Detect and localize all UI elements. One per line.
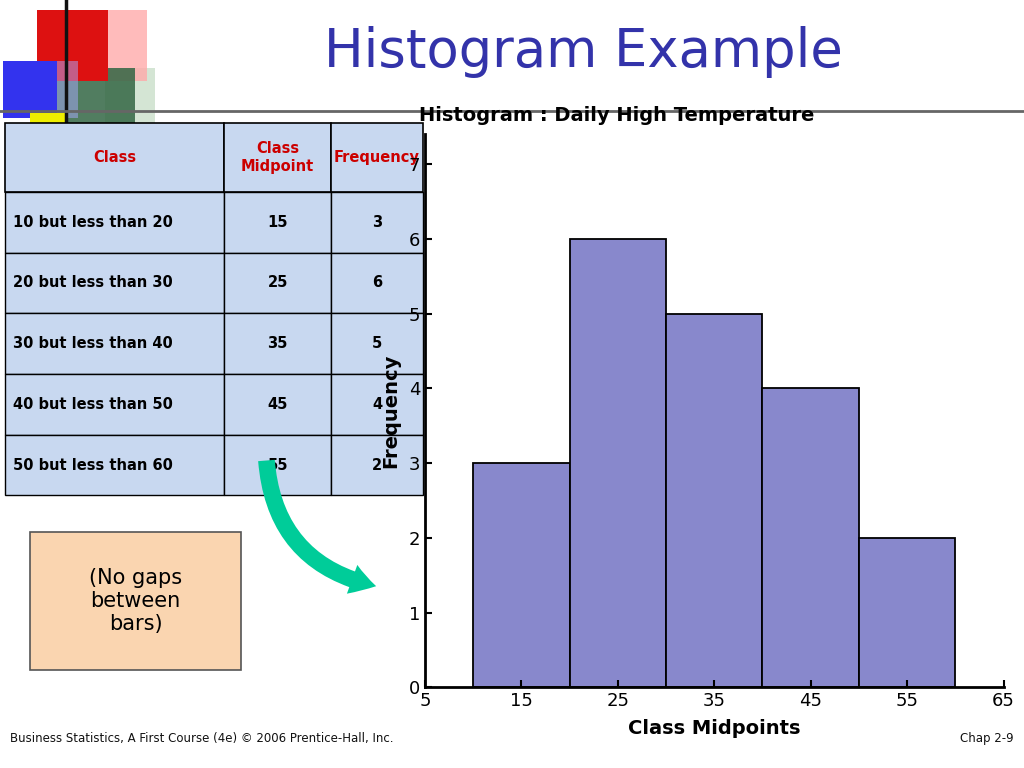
FancyBboxPatch shape [31, 113, 68, 161]
Text: 50 but less than 60: 50 but less than 60 [13, 458, 173, 472]
Text: 6: 6 [372, 276, 382, 290]
X-axis label: Class Midpoints: Class Midpoints [628, 719, 801, 737]
Bar [331, 123, 423, 192]
Bar [224, 253, 331, 313]
Text: 20 but less than 30: 20 but less than 30 [13, 276, 173, 290]
Bar [5, 192, 224, 253]
Bar [331, 435, 423, 495]
Bar [224, 313, 331, 374]
FancyBboxPatch shape [104, 68, 156, 125]
Bar [5, 123, 224, 192]
Bar [5, 313, 224, 374]
Bar [331, 374, 423, 435]
Text: 55: 55 [267, 458, 288, 472]
Text: 35: 35 [267, 336, 288, 351]
Y-axis label: Frequency: Frequency [381, 354, 400, 468]
Bar [763, 389, 859, 687]
Text: Histogram Example: Histogram Example [325, 26, 843, 78]
Bar [224, 374, 331, 435]
Bar [473, 463, 569, 687]
Text: Business Statistics, A First Course (4e) © 2006 Prentice-Hall, Inc.: Business Statistics, A First Course (4e)… [10, 732, 394, 745]
Text: Chap 2-9: Chap 2-9 [961, 732, 1014, 745]
FancyBboxPatch shape [41, 61, 78, 118]
Text: 4: 4 [372, 397, 382, 412]
Bar [331, 253, 423, 313]
Text: Class
Midpoint: Class Midpoint [241, 141, 314, 174]
Text: 40 but less than 50: 40 but less than 50 [13, 397, 173, 412]
Text: Histogram : Daily High Temperature: Histogram : Daily High Temperature [419, 105, 814, 124]
FancyBboxPatch shape [37, 10, 109, 81]
Bar [5, 374, 224, 435]
Bar [224, 435, 331, 495]
Bar [859, 538, 955, 687]
Text: (No gaps
between
bars): (No gaps between bars) [89, 568, 182, 634]
Text: Frequency: Frequency [334, 150, 420, 165]
FancyBboxPatch shape [51, 68, 135, 125]
FancyBboxPatch shape [88, 10, 147, 81]
Text: 25: 25 [267, 276, 288, 290]
FancyArrowPatch shape [258, 460, 376, 594]
Bar [224, 192, 331, 253]
Bar [224, 123, 331, 192]
Bar [331, 313, 423, 374]
Text: Class: Class [93, 150, 136, 165]
Text: 3: 3 [372, 214, 382, 230]
Text: 10 but less than 20: 10 but less than 20 [13, 214, 173, 230]
Text: 30 but less than 40: 30 but less than 40 [13, 336, 173, 351]
Bar [5, 253, 224, 313]
Text: 5: 5 [372, 336, 382, 351]
FancyBboxPatch shape [3, 61, 57, 118]
Text: 2: 2 [372, 458, 382, 472]
Bar [331, 192, 423, 253]
Bar [569, 239, 666, 687]
Bar [5, 435, 224, 495]
Text: 15: 15 [267, 214, 288, 230]
Text: 45: 45 [267, 397, 288, 412]
Bar [666, 314, 763, 687]
